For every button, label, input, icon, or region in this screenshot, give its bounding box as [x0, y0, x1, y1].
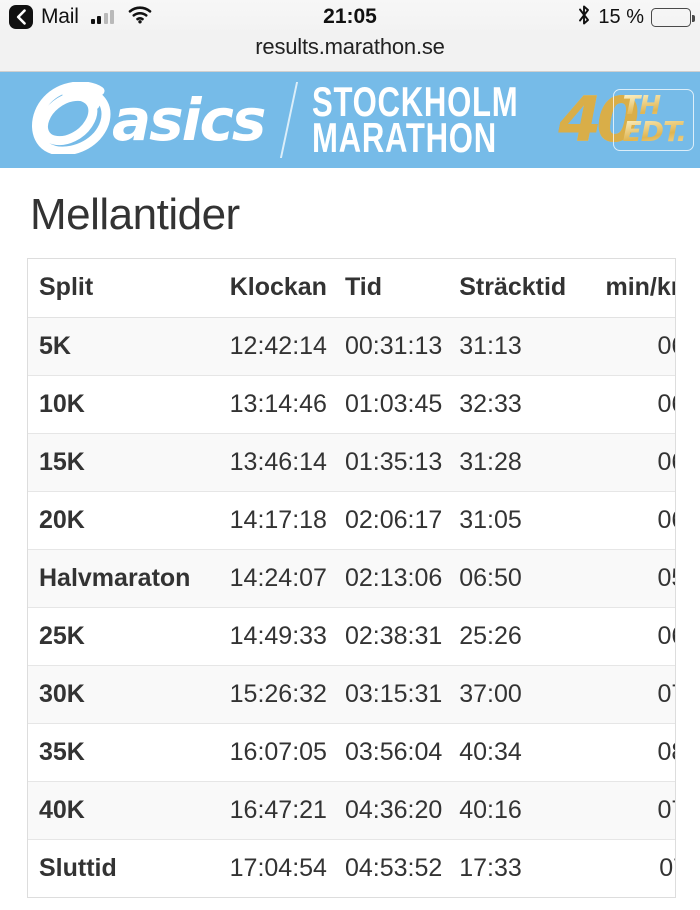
stracktid-cell: 25:26 [453, 607, 581, 666]
asics-spiral-icon [30, 80, 116, 159]
tid-cell: 04:53:52 [344, 853, 443, 882]
stracktid-cell: 40:16 [453, 781, 581, 840]
split-cell: Sluttid [39, 853, 117, 882]
stockholm-marathon-wordmark: STOCKHOLM MARATHON [312, 77, 519, 161]
chevron-left-icon [15, 9, 27, 25]
column-header-stracktid: Sträcktid [453, 259, 581, 318]
split-cell: 20K [28, 491, 218, 550]
splits-table-body: 5K12:42:1400:31:1331:1306:2310K13:14:460… [28, 317, 675, 897]
split-cell: 15K [28, 433, 218, 492]
pace-cell: 07:11 [659, 853, 675, 882]
klockan-cell: 14:49:33 [217, 607, 327, 666]
back-to-app-button[interactable] [9, 5, 33, 29]
table-row: Sluttid 17:04:54 04:53:52 17:33 07:11 [28, 839, 675, 897]
anniversary-edt-label: EDT. [622, 115, 687, 149]
pace-cell: 07:54 [580, 781, 675, 840]
klockan-cell: 14:24:07 [217, 549, 327, 608]
tid-cell: 01:35:13 [326, 433, 454, 492]
battery-low-icon [651, 7, 695, 27]
status-bar-right: 15 % [577, 4, 700, 31]
column-header-tid: Tid [326, 259, 454, 318]
pace-cell: 06:47 [580, 607, 675, 666]
pace-cell: 07:24 [580, 665, 675, 724]
status-bar-clock: 21:05 [323, 5, 377, 28]
slash-divider-icon [280, 82, 299, 158]
pace-cell: 08:17 [580, 723, 675, 782]
event-name-line-2: MARATHON [312, 114, 498, 161]
event-name-line-1: STOCKHOLM [312, 77, 519, 125]
pace-cell: 06:17 [580, 491, 675, 550]
klockan-cell: 16:07:05 [217, 723, 327, 782]
splits-table-head: Split Klockan Tid Sträcktid min/kr [28, 259, 675, 318]
status-bar-left: Mail [0, 5, 152, 29]
wifi-icon [128, 5, 152, 29]
stracktid-cell: 31:28 [453, 433, 581, 492]
column-header-split: Split [28, 259, 218, 318]
tid-cell: 00:31:13 [326, 317, 454, 376]
split-cell: 35K [28, 723, 218, 782]
anniversary-box: TH EDT. [612, 89, 694, 151]
anniversary-badge: 40 TH EDT. [558, 89, 694, 151]
column-header-pace: min/kr [580, 259, 675, 318]
address-bar-url[interactable]: results.marathon.se [255, 34, 445, 59]
tid-cell: 04:36:20 [326, 781, 454, 840]
klockan-cell: 15:26:32 [217, 665, 327, 724]
split-cell: 5K [28, 317, 218, 376]
klockan-cell: 13:46:14 [217, 433, 327, 492]
split-cell: Halvmaraton [28, 549, 218, 608]
stracktid-cell: 37:00 [453, 665, 581, 724]
klockan-cell: 12:42:14 [217, 317, 327, 376]
tid-cell: 03:56:04 [326, 723, 454, 782]
battery-percent-label: 15 % [598, 5, 644, 28]
klockan-cell: 13:14:46 [217, 375, 327, 434]
browser-address-bar[interactable]: results.marathon.se [0, 34, 700, 72]
stracktid-cell: 32:33 [453, 375, 581, 434]
split-cell: 30K [28, 665, 218, 724]
klockan-cell: 17:04:54 [229, 853, 327, 882]
split-cell: 25K [28, 607, 218, 666]
back-app-label[interactable]: Mail [41, 5, 79, 28]
page-title: Mellantider [30, 190, 240, 239]
table-header-row: Split Klockan Tid Sträcktid min/kr [28, 259, 675, 318]
stracktid-cell: 06:50 [453, 549, 581, 608]
asics-logo: asics [30, 80, 266, 159]
tid-cell: 03:15:31 [326, 665, 454, 724]
anniversary-th-label: TH [623, 93, 686, 119]
stracktid-cell: 31:05 [453, 491, 581, 550]
tid-cell: 02:38:31 [326, 607, 454, 666]
splits-table: Split Klockan Tid Sträcktid min/kr 5K 12:… [28, 259, 675, 897]
anniversary-number: 40 [558, 83, 639, 156]
split-cell: 10K [28, 375, 218, 434]
tid-cell: 01:03:45 [326, 375, 454, 434]
stracktid-cell: 40:34 [453, 723, 581, 782]
ios-status-bar: Mail 21:05 15 % [0, 0, 700, 34]
klockan-cell: 14:17:18 [217, 491, 327, 550]
stracktid-cell: 31:13 [453, 317, 581, 376]
bluetooth-icon [577, 4, 591, 31]
tid-cell: 02:13:06 [326, 549, 454, 608]
column-header-klockan: Klockan [217, 259, 327, 318]
pace-cell: 06:23 [580, 317, 675, 376]
tid-cell: 02:06:17 [326, 491, 454, 550]
cellular-signal-icon [90, 10, 115, 24]
pace-cell: 05:56 [580, 549, 675, 608]
pace-cell: 06:14 [580, 433, 675, 492]
split-cell: 40K [28, 781, 218, 840]
event-banner: asics STOCKHOLM MARATHON 40 TH EDT. [0, 72, 700, 168]
page-content: Mellantider Split Klockan Tid Sträcktid … [0, 190, 700, 898]
splits-table-wrapper: Split Klockan Tid Sträcktid min/kr 5K 12:… [27, 258, 676, 898]
klockan-cell: 16:47:21 [217, 781, 327, 840]
pace-cell: 06:35 [580, 375, 675, 434]
asics-wordmark: asics [112, 86, 266, 154]
stracktid-cell: 17:33 [459, 853, 522, 882]
